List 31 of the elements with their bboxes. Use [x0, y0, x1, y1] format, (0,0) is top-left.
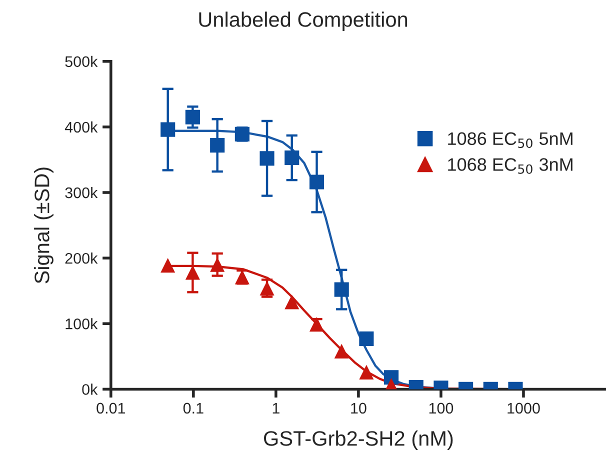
x-tick-label: 0.1 [183, 402, 204, 414]
y-tick-label: 500k [65, 56, 98, 68]
y-tick-label: 0k [82, 384, 98, 395]
point [309, 174, 324, 190]
x-tick-label: 1000 [508, 402, 540, 414]
point [185, 110, 200, 124]
y-tick-label: 100k [66, 318, 98, 330]
point [160, 258, 176, 273]
point [210, 257, 225, 272]
legend-label: 1068 EC$_{50}$ 3nM [448, 158, 572, 174]
point [359, 331, 374, 346]
point [210, 138, 225, 153]
point [284, 294, 300, 310]
point [359, 364, 374, 380]
point [160, 122, 176, 137]
legend-label: 1086 EC$_{50}$ 5nM [448, 132, 572, 148]
point [334, 344, 349, 358]
x-axis-title: GST-Grb2-SH2 (nM) [264, 430, 453, 450]
x-tick-label: 10 [351, 402, 366, 414]
y-axis-title: Signal (±SD) [34, 168, 54, 284]
x-tick-label: 0.01 [96, 402, 126, 414]
x-tick-label: 100 [429, 402, 454, 414]
y-tick-label: 400k [64, 121, 98, 133]
point [284, 150, 300, 166]
chart-title: Unlabeled Competition [199, 12, 408, 32]
x-tick-label: 1 [272, 402, 280, 414]
point [334, 282, 349, 297]
point [260, 151, 274, 166]
y-tick-label: 300k [65, 186, 98, 198]
y-tick-label: 200k [65, 252, 98, 264]
point [185, 265, 200, 280]
